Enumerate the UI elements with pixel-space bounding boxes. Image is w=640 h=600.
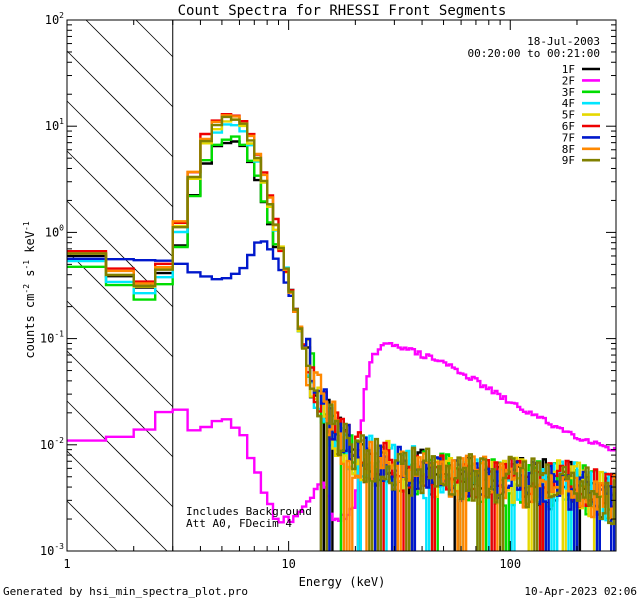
chart-title: Count Spectra for RHESSI Front Segments — [178, 3, 507, 19]
legend-label-6F: 6F — [562, 120, 575, 133]
hatch-line — [85, 19, 174, 108]
hatch-line — [135, 19, 174, 58]
axis-ticks — [66, 20, 617, 552]
x-tick-label: 10 — [281, 557, 295, 571]
excluded-energy-region — [66, 19, 174, 552]
legend-label-8F: 8F — [562, 143, 575, 156]
hatch-line — [66, 250, 174, 358]
footer-timestamp: 10-Apr-2023 02:06 — [524, 585, 637, 598]
y-tick-label: 10-3 — [40, 542, 64, 558]
legend-label-3F: 3F — [562, 86, 575, 99]
y-tick-label: 10-2 — [40, 436, 64, 452]
hatch-line — [66, 450, 168, 552]
y-tick-label: 10-1 — [40, 330, 64, 346]
hatch-line — [66, 100, 174, 208]
series-2F-line — [67, 342, 616, 524]
annotation-attenuator: Att A0, FDecim 4 — [186, 517, 292, 530]
legend-label-1F: 1F — [562, 63, 575, 76]
x-tick-label: 1 — [63, 557, 70, 571]
legend-label-4F: 4F — [562, 97, 575, 110]
plot-frame — [66, 19, 617, 552]
legend-label-9F: 9F — [562, 154, 575, 167]
y-tick-label: 101 — [45, 117, 64, 133]
y-tick-label: 102 — [45, 11, 64, 27]
hatch-line — [66, 300, 174, 408]
hatch-line — [66, 350, 174, 458]
footer-generated-by: Generated by hsi_min_spectra_plot.pro — [3, 585, 248, 598]
hatch-line — [66, 500, 118, 552]
series-9F-line — [67, 115, 616, 551]
hatch-line — [66, 400, 174, 508]
annotation-time-range: 00:20:00 to 00:21:00 — [468, 47, 600, 60]
series-layer — [67, 113, 616, 551]
legend-label-2F: 2F — [562, 74, 575, 87]
hatch-line — [66, 150, 174, 258]
y-axis-label: counts cm-2 s-1 keV-1 — [22, 221, 37, 358]
annotation-background: Includes Background — [186, 505, 312, 518]
x-axis-label: Energy (keV) — [299, 575, 386, 589]
axis-tick-labels: 1 10 100 10-3 10-2 10-1 100 101 102 — [40, 11, 521, 571]
legend-label-5F: 5F — [562, 109, 575, 122]
legend-label-7F: 7F — [562, 131, 575, 144]
hatch-line — [66, 50, 174, 158]
annotation-date: 18-Jul-2003 — [527, 35, 600, 48]
x-tick-label: 100 — [499, 557, 521, 571]
y-tick-label: 100 — [45, 223, 64, 239]
